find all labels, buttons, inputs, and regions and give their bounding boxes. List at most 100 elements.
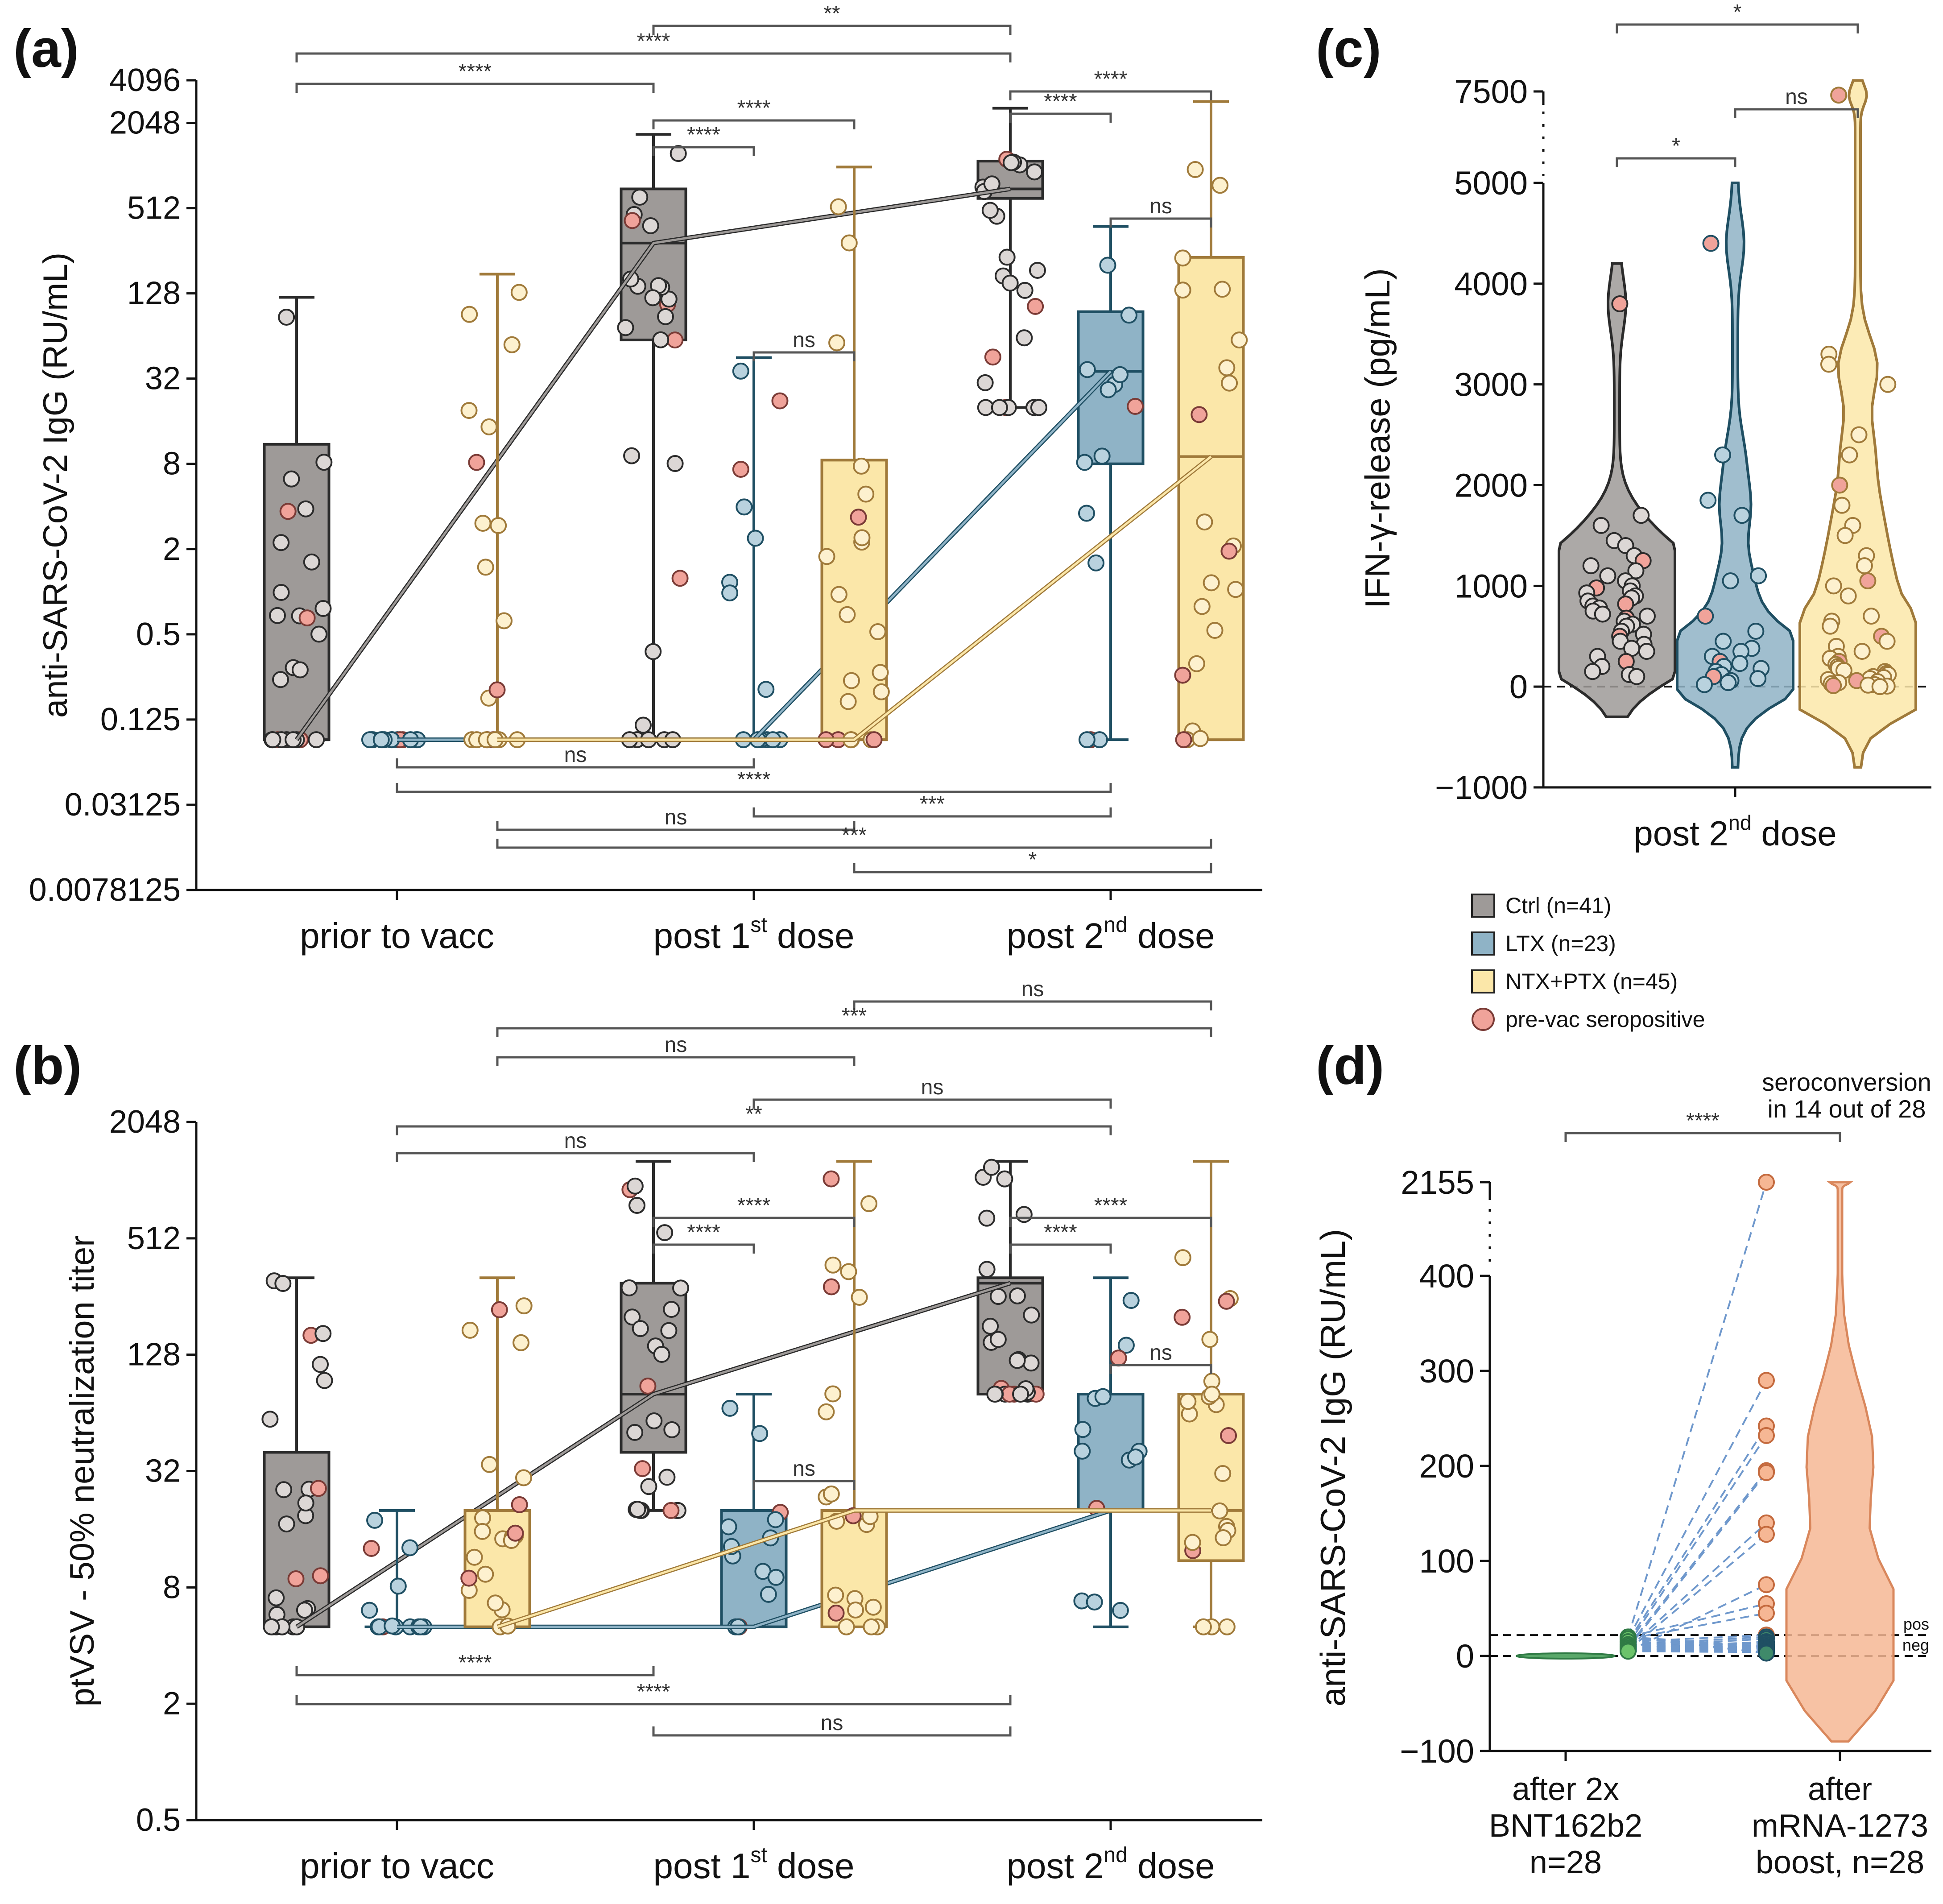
significance-bracket bbox=[1564, 1132, 1841, 1142]
data-point bbox=[1087, 554, 1105, 571]
data-point bbox=[977, 399, 994, 416]
significance-label: **** bbox=[637, 29, 670, 53]
legend: Ctrl (n=41) LTX (n=23) NTX+PTX (n=45) pre-v… bbox=[1471, 893, 1705, 1032]
data-point bbox=[1749, 670, 1767, 687]
data-point bbox=[623, 447, 641, 464]
x-tick-label: after 2x bbox=[1512, 1772, 1619, 1807]
significance-bracket bbox=[496, 839, 1212, 849]
data-point bbox=[1584, 663, 1601, 680]
data-point bbox=[308, 731, 325, 749]
data-point bbox=[1231, 331, 1248, 349]
y-tick-label: 2 bbox=[163, 531, 181, 567]
data-point bbox=[982, 1317, 999, 1335]
data-point bbox=[1856, 557, 1873, 575]
significance-label: **** bbox=[737, 96, 771, 120]
paired-line bbox=[1627, 1472, 1767, 1649]
panel-c: (c) −1000 0 1000 2000 3000 4000 5000 7500 IFN-γ-r… bbox=[1316, 0, 1931, 853]
x-tick-label: prior to vacc bbox=[300, 1846, 494, 1886]
data-point bbox=[279, 503, 297, 520]
significance-bracket bbox=[295, 1666, 655, 1676]
data-point bbox=[983, 1159, 1000, 1176]
data-point bbox=[1191, 730, 1209, 747]
legend-swatch bbox=[1471, 894, 1495, 918]
significance-label: * bbox=[1029, 848, 1037, 872]
significance-label: ns bbox=[1149, 1341, 1172, 1365]
data-point bbox=[474, 1523, 491, 1540]
data-point bbox=[481, 1456, 498, 1473]
median-trend-line bbox=[497, 455, 1212, 741]
data-point bbox=[1820, 356, 1837, 373]
paired-line bbox=[1627, 1182, 1767, 1637]
data-point bbox=[624, 212, 641, 229]
y-tick-label: 2048 bbox=[109, 105, 181, 141]
significance-label: **** bbox=[737, 1194, 771, 1217]
data-point bbox=[976, 374, 994, 391]
data-point bbox=[1023, 1306, 1040, 1324]
data-point bbox=[1188, 655, 1205, 672]
data-point bbox=[824, 1385, 842, 1403]
y-tick-label: 512 bbox=[127, 1221, 181, 1256]
x-tick-label: post 1st dose bbox=[653, 913, 855, 956]
data-point bbox=[1022, 1354, 1040, 1372]
data-point bbox=[991, 399, 1008, 416]
x-tick-label: BNT162b2 bbox=[1489, 1808, 1642, 1844]
data-point bbox=[1074, 1421, 1091, 1438]
significance-label: ** bbox=[745, 1102, 762, 1126]
data-point bbox=[1617, 595, 1634, 613]
data-point bbox=[840, 1263, 857, 1280]
data-point bbox=[1599, 567, 1616, 584]
data-point bbox=[315, 454, 333, 471]
data-point-after bbox=[1758, 1526, 1775, 1543]
data-point bbox=[1174, 666, 1191, 684]
data-point bbox=[1218, 359, 1236, 377]
y-tick-label: 2048 bbox=[109, 1104, 181, 1140]
data-point bbox=[1174, 249, 1191, 267]
data-point bbox=[751, 1425, 769, 1442]
data-point bbox=[634, 1460, 651, 1478]
data-point bbox=[1094, 1388, 1112, 1405]
data-point bbox=[278, 308, 295, 326]
data-point bbox=[511, 1496, 528, 1513]
significance-bracket bbox=[752, 351, 856, 361]
data-point-after bbox=[1758, 1174, 1775, 1191]
x-tick-label: mRNA-1273 bbox=[1752, 1808, 1928, 1844]
data-point bbox=[1012, 1386, 1029, 1403]
panel-label: (b) bbox=[13, 1036, 82, 1096]
y-tick-label: 5000 bbox=[1454, 165, 1528, 202]
paired-line bbox=[1628, 1602, 1767, 1638]
y-tick-label: −1000 bbox=[1435, 769, 1528, 806]
data-point bbox=[830, 586, 847, 603]
data-point bbox=[626, 1177, 644, 1195]
data-point bbox=[1841, 446, 1858, 464]
paired-line bbox=[1628, 1612, 1767, 1640]
data-point bbox=[1836, 527, 1854, 544]
paired-line bbox=[1628, 1643, 1767, 1649]
data-point bbox=[642, 217, 659, 234]
data-point bbox=[760, 1585, 777, 1603]
data-point bbox=[1086, 1594, 1103, 1611]
data-point bbox=[645, 1412, 663, 1429]
data-point bbox=[840, 234, 858, 252]
data-point-after bbox=[1758, 1372, 1775, 1389]
data-point bbox=[389, 1577, 407, 1595]
data-point bbox=[496, 612, 513, 629]
significance-bracket bbox=[652, 146, 755, 156]
significance-bracket bbox=[496, 1027, 1212, 1037]
data-point bbox=[1079, 361, 1096, 378]
data-point bbox=[839, 693, 857, 710]
data-point bbox=[984, 348, 1001, 366]
data-point bbox=[736, 498, 753, 516]
annotation-line: seroconversion bbox=[1762, 1068, 1931, 1096]
data-point bbox=[1871, 678, 1889, 695]
data-point bbox=[1009, 1352, 1026, 1369]
data-point bbox=[1076, 454, 1093, 471]
y-tick-label: −100 bbox=[1400, 1733, 1474, 1770]
paired-line bbox=[1628, 1584, 1767, 1652]
data-point bbox=[1221, 374, 1238, 392]
data-point bbox=[1201, 1331, 1219, 1348]
significance-bracket bbox=[1616, 157, 1736, 167]
data-point bbox=[658, 1469, 676, 1486]
data-point bbox=[1825, 677, 1842, 694]
data-point bbox=[1001, 274, 1019, 292]
data-point bbox=[366, 1511, 384, 1529]
